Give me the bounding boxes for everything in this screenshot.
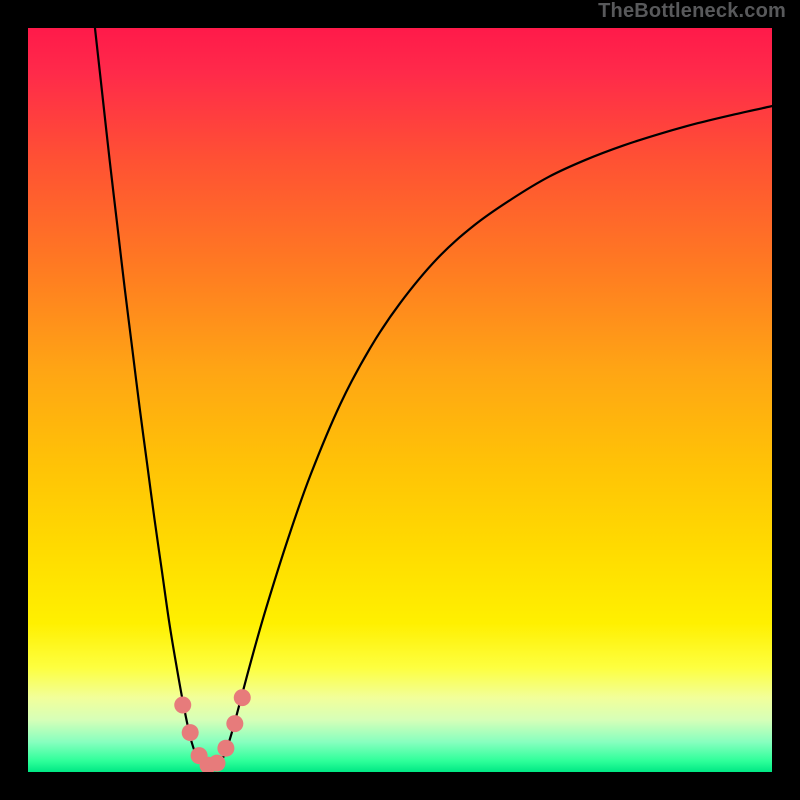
data-marker	[226, 715, 243, 732]
chart-plot-area	[28, 28, 772, 772]
bottleneck-chart-svg	[28, 28, 772, 772]
watermark-text: TheBottleneck.com	[598, 0, 786, 23]
data-marker	[174, 697, 191, 714]
data-marker	[217, 740, 234, 757]
data-marker	[234, 689, 251, 706]
data-marker	[182, 724, 199, 741]
data-marker	[208, 755, 225, 772]
